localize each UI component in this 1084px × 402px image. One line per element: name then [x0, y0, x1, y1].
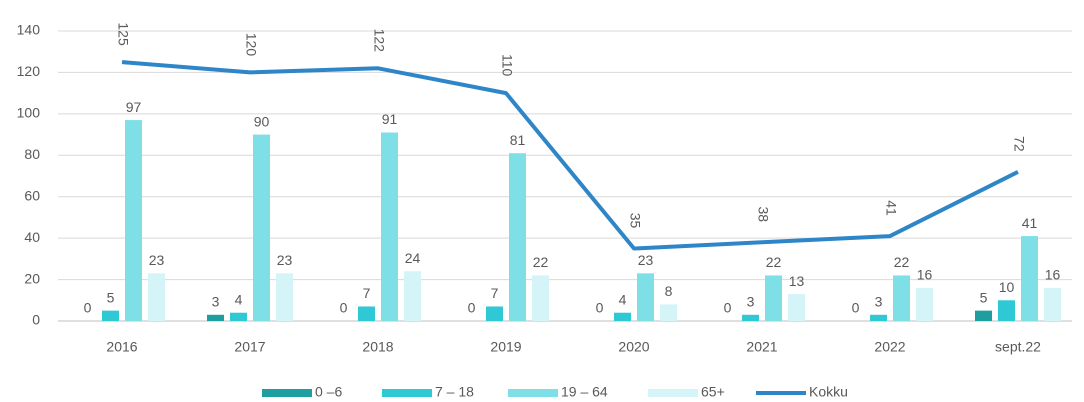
- bar: [486, 306, 503, 321]
- bar: [916, 287, 933, 321]
- bar: [509, 153, 526, 321]
- data-label: 10: [999, 279, 1015, 295]
- data-label: 81: [510, 132, 526, 148]
- bar: [1044, 287, 1061, 321]
- data-label: 3: [212, 293, 220, 309]
- bar: [765, 275, 782, 321]
- bar: [381, 132, 398, 321]
- data-label: 13: [789, 273, 805, 289]
- y-tick-label: 140: [17, 22, 41, 38]
- bar: [870, 314, 887, 321]
- bar: [358, 306, 375, 321]
- bar: [998, 300, 1015, 321]
- bar: [660, 304, 677, 321]
- data-label: 7: [363, 285, 371, 301]
- y-tick-label: 0: [32, 312, 40, 328]
- y-tick-label: 80: [24, 146, 40, 162]
- x-tick-label: sept.22: [995, 339, 1041, 355]
- data-label: 8: [665, 283, 673, 299]
- x-tick-label: 2016: [106, 339, 137, 355]
- legend-label: Kokku: [809, 384, 848, 400]
- bar: [253, 134, 270, 321]
- y-tick-label: 100: [17, 105, 41, 121]
- bar: [102, 310, 119, 321]
- legend-label: 7 – 18: [435, 384, 474, 400]
- data-label: 4: [235, 291, 243, 307]
- y-tick-label: 120: [17, 63, 41, 79]
- data-label: 122: [371, 29, 387, 53]
- data-label: 125: [115, 22, 131, 46]
- data-label: 97: [126, 99, 142, 115]
- x-tick-label: 2017: [234, 339, 265, 355]
- data-label: 0: [852, 300, 860, 316]
- data-label: 0: [596, 300, 604, 316]
- x-tick-label: 2018: [362, 339, 393, 355]
- data-label: 22: [533, 254, 549, 270]
- bar: [1021, 236, 1038, 321]
- data-label: 23: [277, 252, 293, 268]
- data-label: 0: [340, 300, 348, 316]
- data-label: 110: [499, 54, 515, 77]
- y-tick-label: 20: [24, 270, 40, 286]
- data-label: 91: [382, 111, 398, 127]
- x-tick-label: 2021: [746, 339, 777, 355]
- line: [121, 60, 1019, 251]
- data-label: 0: [724, 300, 732, 316]
- legend-label: 0 –6: [315, 384, 342, 400]
- bar: [125, 120, 142, 321]
- bar: [404, 271, 421, 321]
- bar: [532, 275, 549, 321]
- legend-swatch: [648, 389, 698, 397]
- data-label: 90: [254, 113, 270, 129]
- bar: [975, 310, 992, 321]
- x-tick-label: 2022: [874, 339, 905, 355]
- data-label: 24: [405, 250, 421, 266]
- data-label: 5: [107, 289, 115, 305]
- data-label: 38: [755, 206, 771, 222]
- data-label: 4: [619, 291, 627, 307]
- data-label: 0: [468, 300, 476, 316]
- legend-swatch: [508, 389, 558, 397]
- data-label: 3: [875, 293, 883, 309]
- data-label: 22: [894, 254, 910, 270]
- data-label: 120: [243, 33, 259, 57]
- data-label: 72: [1011, 136, 1027, 152]
- y-tick-label: 60: [24, 187, 40, 203]
- data-label: 3: [747, 293, 755, 309]
- bar: [637, 273, 654, 321]
- bar: [148, 273, 165, 321]
- data-label: 23: [149, 252, 165, 268]
- bar: [614, 312, 631, 321]
- legend-label: 65+: [701, 384, 725, 400]
- data-label: 22: [766, 254, 782, 270]
- data-label: 7: [491, 285, 499, 301]
- data-label: 41: [883, 200, 899, 216]
- data-label: 5: [980, 289, 988, 305]
- bar: [230, 312, 247, 321]
- bar: [207, 314, 224, 321]
- legend-label: 19 – 64: [561, 384, 608, 400]
- bar: [742, 314, 759, 321]
- data-label: 16: [1045, 267, 1061, 283]
- bar: [893, 275, 910, 321]
- data-label: 0: [84, 300, 92, 316]
- bar: [788, 294, 805, 321]
- legend-swatch: [262, 389, 312, 397]
- data-label: 35: [627, 213, 643, 229]
- legend-swatch: [382, 389, 432, 397]
- x-tick-label: 2020: [618, 339, 649, 355]
- y-tick-label: 40: [24, 229, 40, 245]
- bar: [276, 273, 293, 321]
- x-tick-label: 2019: [490, 339, 521, 355]
- data-label: 23: [638, 252, 654, 268]
- data-label: 16: [917, 267, 933, 283]
- data-label: 41: [1022, 215, 1038, 231]
